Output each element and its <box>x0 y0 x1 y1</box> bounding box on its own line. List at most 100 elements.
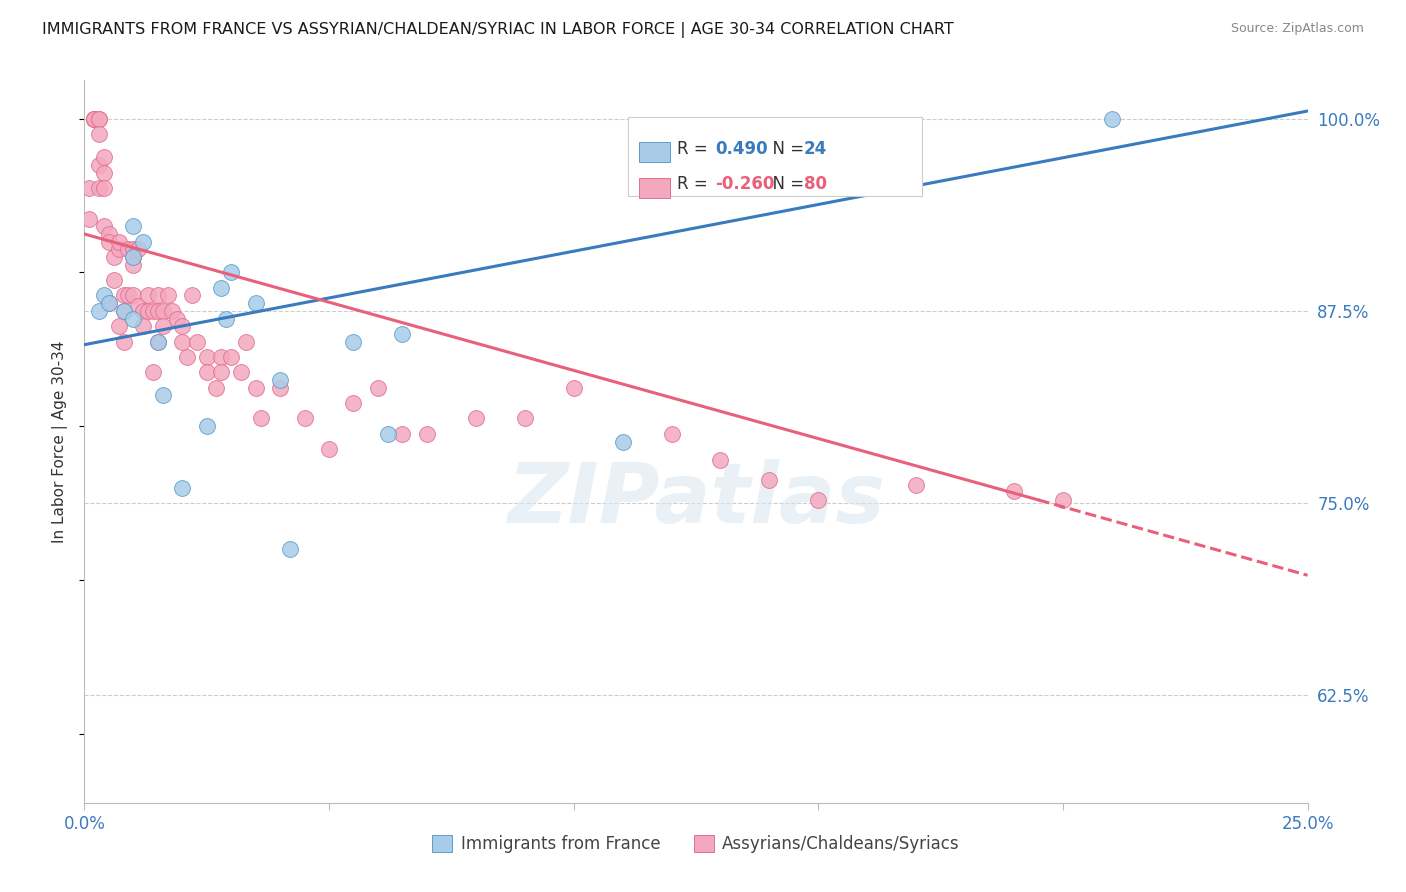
Text: Source: ZipAtlas.com: Source: ZipAtlas.com <box>1230 22 1364 36</box>
Point <box>209 281 232 295</box>
Point <box>342 334 364 349</box>
Point <box>142 365 165 379</box>
Point <box>83 112 105 126</box>
Point <box>107 319 129 334</box>
Point <box>294 411 316 425</box>
Point <box>181 288 204 302</box>
Point <box>107 235 129 249</box>
Point <box>87 181 110 195</box>
Point <box>122 243 145 257</box>
Point <box>661 173 683 187</box>
Point <box>1002 483 1025 498</box>
Point <box>205 381 228 395</box>
Point <box>807 492 830 507</box>
Point <box>219 265 242 279</box>
Point <box>93 181 115 195</box>
Point <box>219 350 242 364</box>
Point <box>112 304 135 318</box>
Point <box>127 299 149 313</box>
Point <box>416 426 439 441</box>
Point <box>122 250 145 264</box>
Point <box>146 288 169 302</box>
Point <box>245 296 267 310</box>
Text: N =: N = <box>762 139 808 158</box>
Point <box>112 304 135 318</box>
Point <box>97 227 120 241</box>
Point <box>152 319 174 334</box>
Legend: Immigrants from France, Assyrians/Chaldeans/Syriacs: Immigrants from France, Assyrians/Chalde… <box>426 828 966 860</box>
Point <box>172 481 194 495</box>
Point <box>97 296 120 310</box>
Point <box>103 250 125 264</box>
Point <box>77 211 100 226</box>
Point <box>172 334 194 349</box>
Point <box>152 388 174 402</box>
Point <box>464 411 486 425</box>
Point <box>245 381 267 395</box>
Point <box>195 419 218 434</box>
Point <box>209 350 232 364</box>
Point <box>122 219 145 234</box>
Point <box>562 381 585 395</box>
Point <box>367 381 389 395</box>
Point <box>342 396 364 410</box>
Point <box>122 250 145 264</box>
Point <box>122 311 145 326</box>
Point <box>83 112 105 126</box>
Point <box>146 334 169 349</box>
Point <box>709 453 731 467</box>
Point <box>93 165 115 179</box>
Point <box>166 311 188 326</box>
Point <box>249 411 271 425</box>
Point <box>195 350 218 364</box>
Y-axis label: In Labor Force | Age 30-34: In Labor Force | Age 30-34 <box>52 340 69 543</box>
Point <box>758 473 780 487</box>
Point <box>103 273 125 287</box>
Point <box>269 381 291 395</box>
Point <box>278 542 301 557</box>
Point <box>87 112 110 126</box>
Point <box>93 288 115 302</box>
Point <box>209 365 232 379</box>
Point <box>87 127 110 141</box>
Text: 0.490: 0.490 <box>716 139 768 158</box>
Point <box>132 319 155 334</box>
Point <box>905 477 928 491</box>
Point <box>112 334 135 349</box>
Point <box>513 411 536 425</box>
Point <box>162 304 184 318</box>
Point <box>235 334 257 349</box>
Point <box>186 334 208 349</box>
Text: N =: N = <box>762 175 808 194</box>
Point <box>176 350 198 364</box>
Point <box>377 426 399 441</box>
Point <box>117 243 139 257</box>
Point <box>229 365 252 379</box>
Point <box>122 288 145 302</box>
Text: 80: 80 <box>804 175 827 194</box>
Text: ZIPatlas: ZIPatlas <box>508 458 884 540</box>
Point <box>132 235 155 249</box>
Point <box>127 243 149 257</box>
Point <box>661 426 683 441</box>
Point <box>136 288 159 302</box>
Point <box>195 365 218 379</box>
Point <box>391 426 413 441</box>
Point <box>77 181 100 195</box>
Point <box>83 112 105 126</box>
Point <box>172 319 194 334</box>
Point <box>97 296 120 310</box>
Point <box>391 326 413 341</box>
Point <box>142 304 165 318</box>
Point <box>146 334 169 349</box>
Point <box>156 288 179 302</box>
Point <box>117 288 139 302</box>
Point <box>107 243 129 257</box>
Point <box>1052 492 1074 507</box>
Text: -0.260: -0.260 <box>716 175 775 194</box>
Point <box>215 311 238 326</box>
Point <box>318 442 340 457</box>
Point <box>93 219 115 234</box>
Point <box>612 434 634 449</box>
Text: R =: R = <box>678 139 718 158</box>
